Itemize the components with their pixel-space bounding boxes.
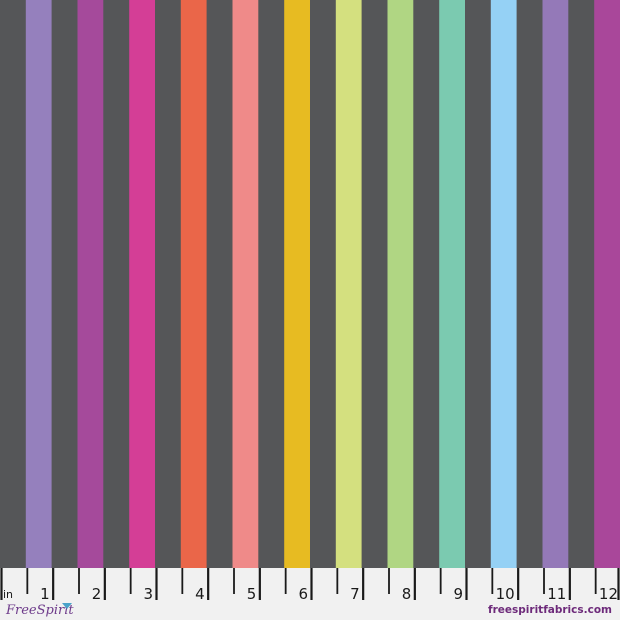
ruler-label: 3 <box>143 585 153 603</box>
color-stripe <box>129 0 155 568</box>
color-stripe <box>284 0 310 568</box>
ruler-label: 7 <box>350 585 360 603</box>
website-text: freespiritfabrics.com <box>488 604 612 616</box>
ruler-label: 8 <box>402 585 412 603</box>
ruler-label: 6 <box>298 585 308 603</box>
color-stripe <box>232 0 259 568</box>
ruler-ticks: 1 2 3 4 5 6 7 8 9 10 11 12 <box>0 568 620 603</box>
color-stripe <box>439 0 465 568</box>
logo-text: FreeSpirit <box>5 603 74 618</box>
ruler-label: 9 <box>453 585 463 603</box>
stripe-pattern <box>0 0 620 568</box>
ruler-unit: in <box>3 588 13 601</box>
color-stripe <box>542 0 569 568</box>
ruler-label: 10 <box>496 585 515 603</box>
freespirit-logo: FreeSpirit <box>5 603 74 618</box>
ruler-label: 4 <box>195 585 205 603</box>
color-stripe <box>25 0 52 568</box>
color-stripe <box>490 0 517 568</box>
ruler-label: 2 <box>92 585 102 603</box>
color-stripe <box>335 0 362 568</box>
color-stripe <box>180 0 207 568</box>
ruler-label: 11 <box>547 585 566 603</box>
color-stripe <box>594 0 620 568</box>
ruler-label: 5 <box>247 585 257 603</box>
ruler-background <box>0 568 620 620</box>
ruler-label: 1 <box>40 585 50 603</box>
ruler-label: 12 <box>599 585 618 603</box>
color-stripe <box>387 0 414 568</box>
color-stripe <box>77 0 104 568</box>
logo-glass-icon <box>62 603 72 609</box>
